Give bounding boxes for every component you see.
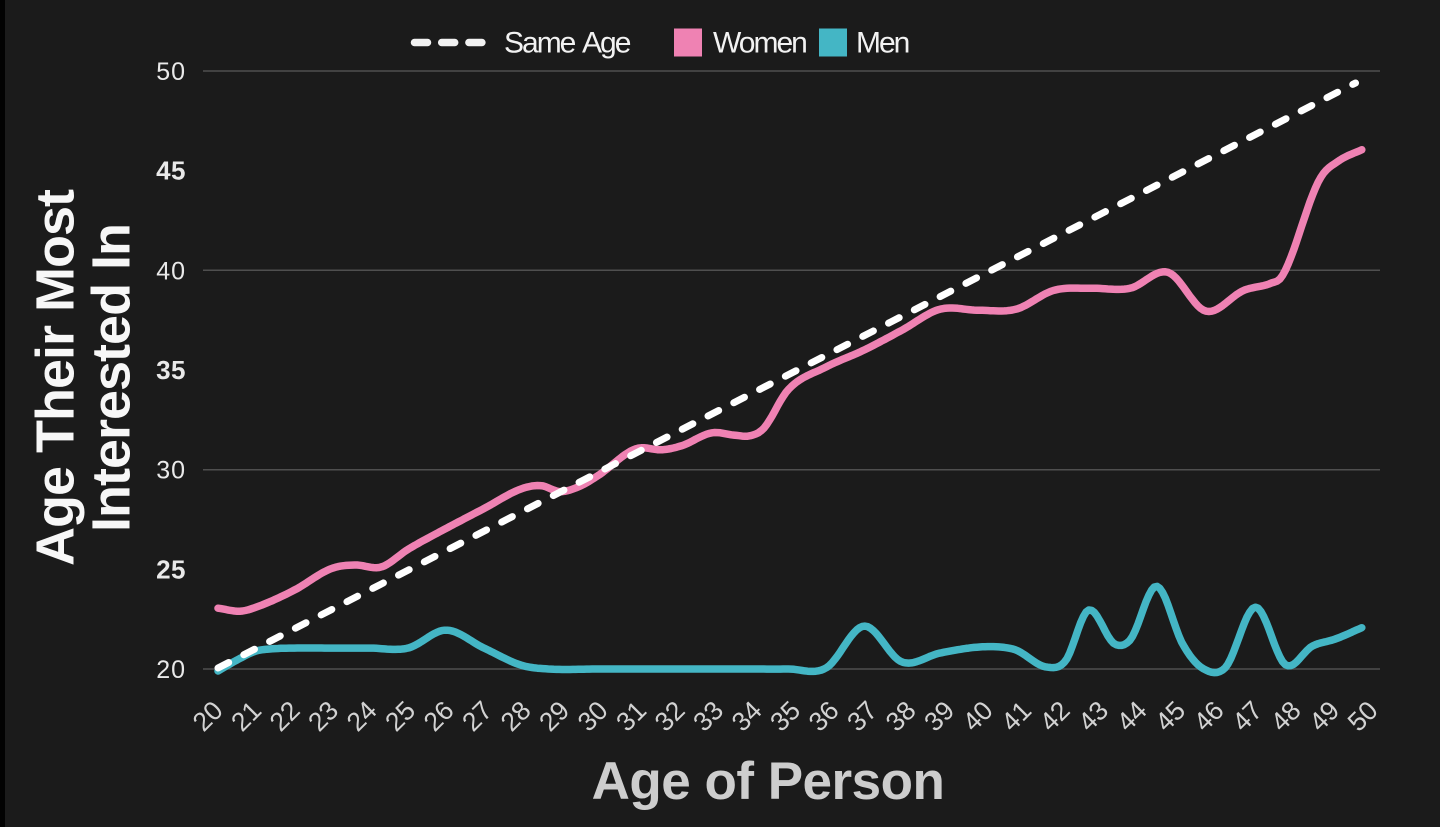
svg-text:Interested In: Interested In: [82, 224, 142, 532]
svg-text:45: 45: [156, 156, 186, 186]
svg-text:50: 50: [156, 58, 186, 86]
svg-text:Women: Women: [713, 27, 806, 60]
svg-text:25: 25: [156, 554, 186, 584]
svg-text:35: 35: [156, 355, 186, 385]
svg-text:Same Age: Same Age: [504, 27, 631, 60]
svg-text:Age Their Most: Age Their Most: [26, 189, 86, 566]
svg-text:Men: Men: [856, 27, 909, 60]
svg-text:40: 40: [156, 257, 186, 285]
svg-text:Age of Person: Age of Person: [592, 752, 945, 811]
svg-text:20: 20: [156, 656, 186, 684]
svg-text:30: 30: [156, 457, 186, 485]
